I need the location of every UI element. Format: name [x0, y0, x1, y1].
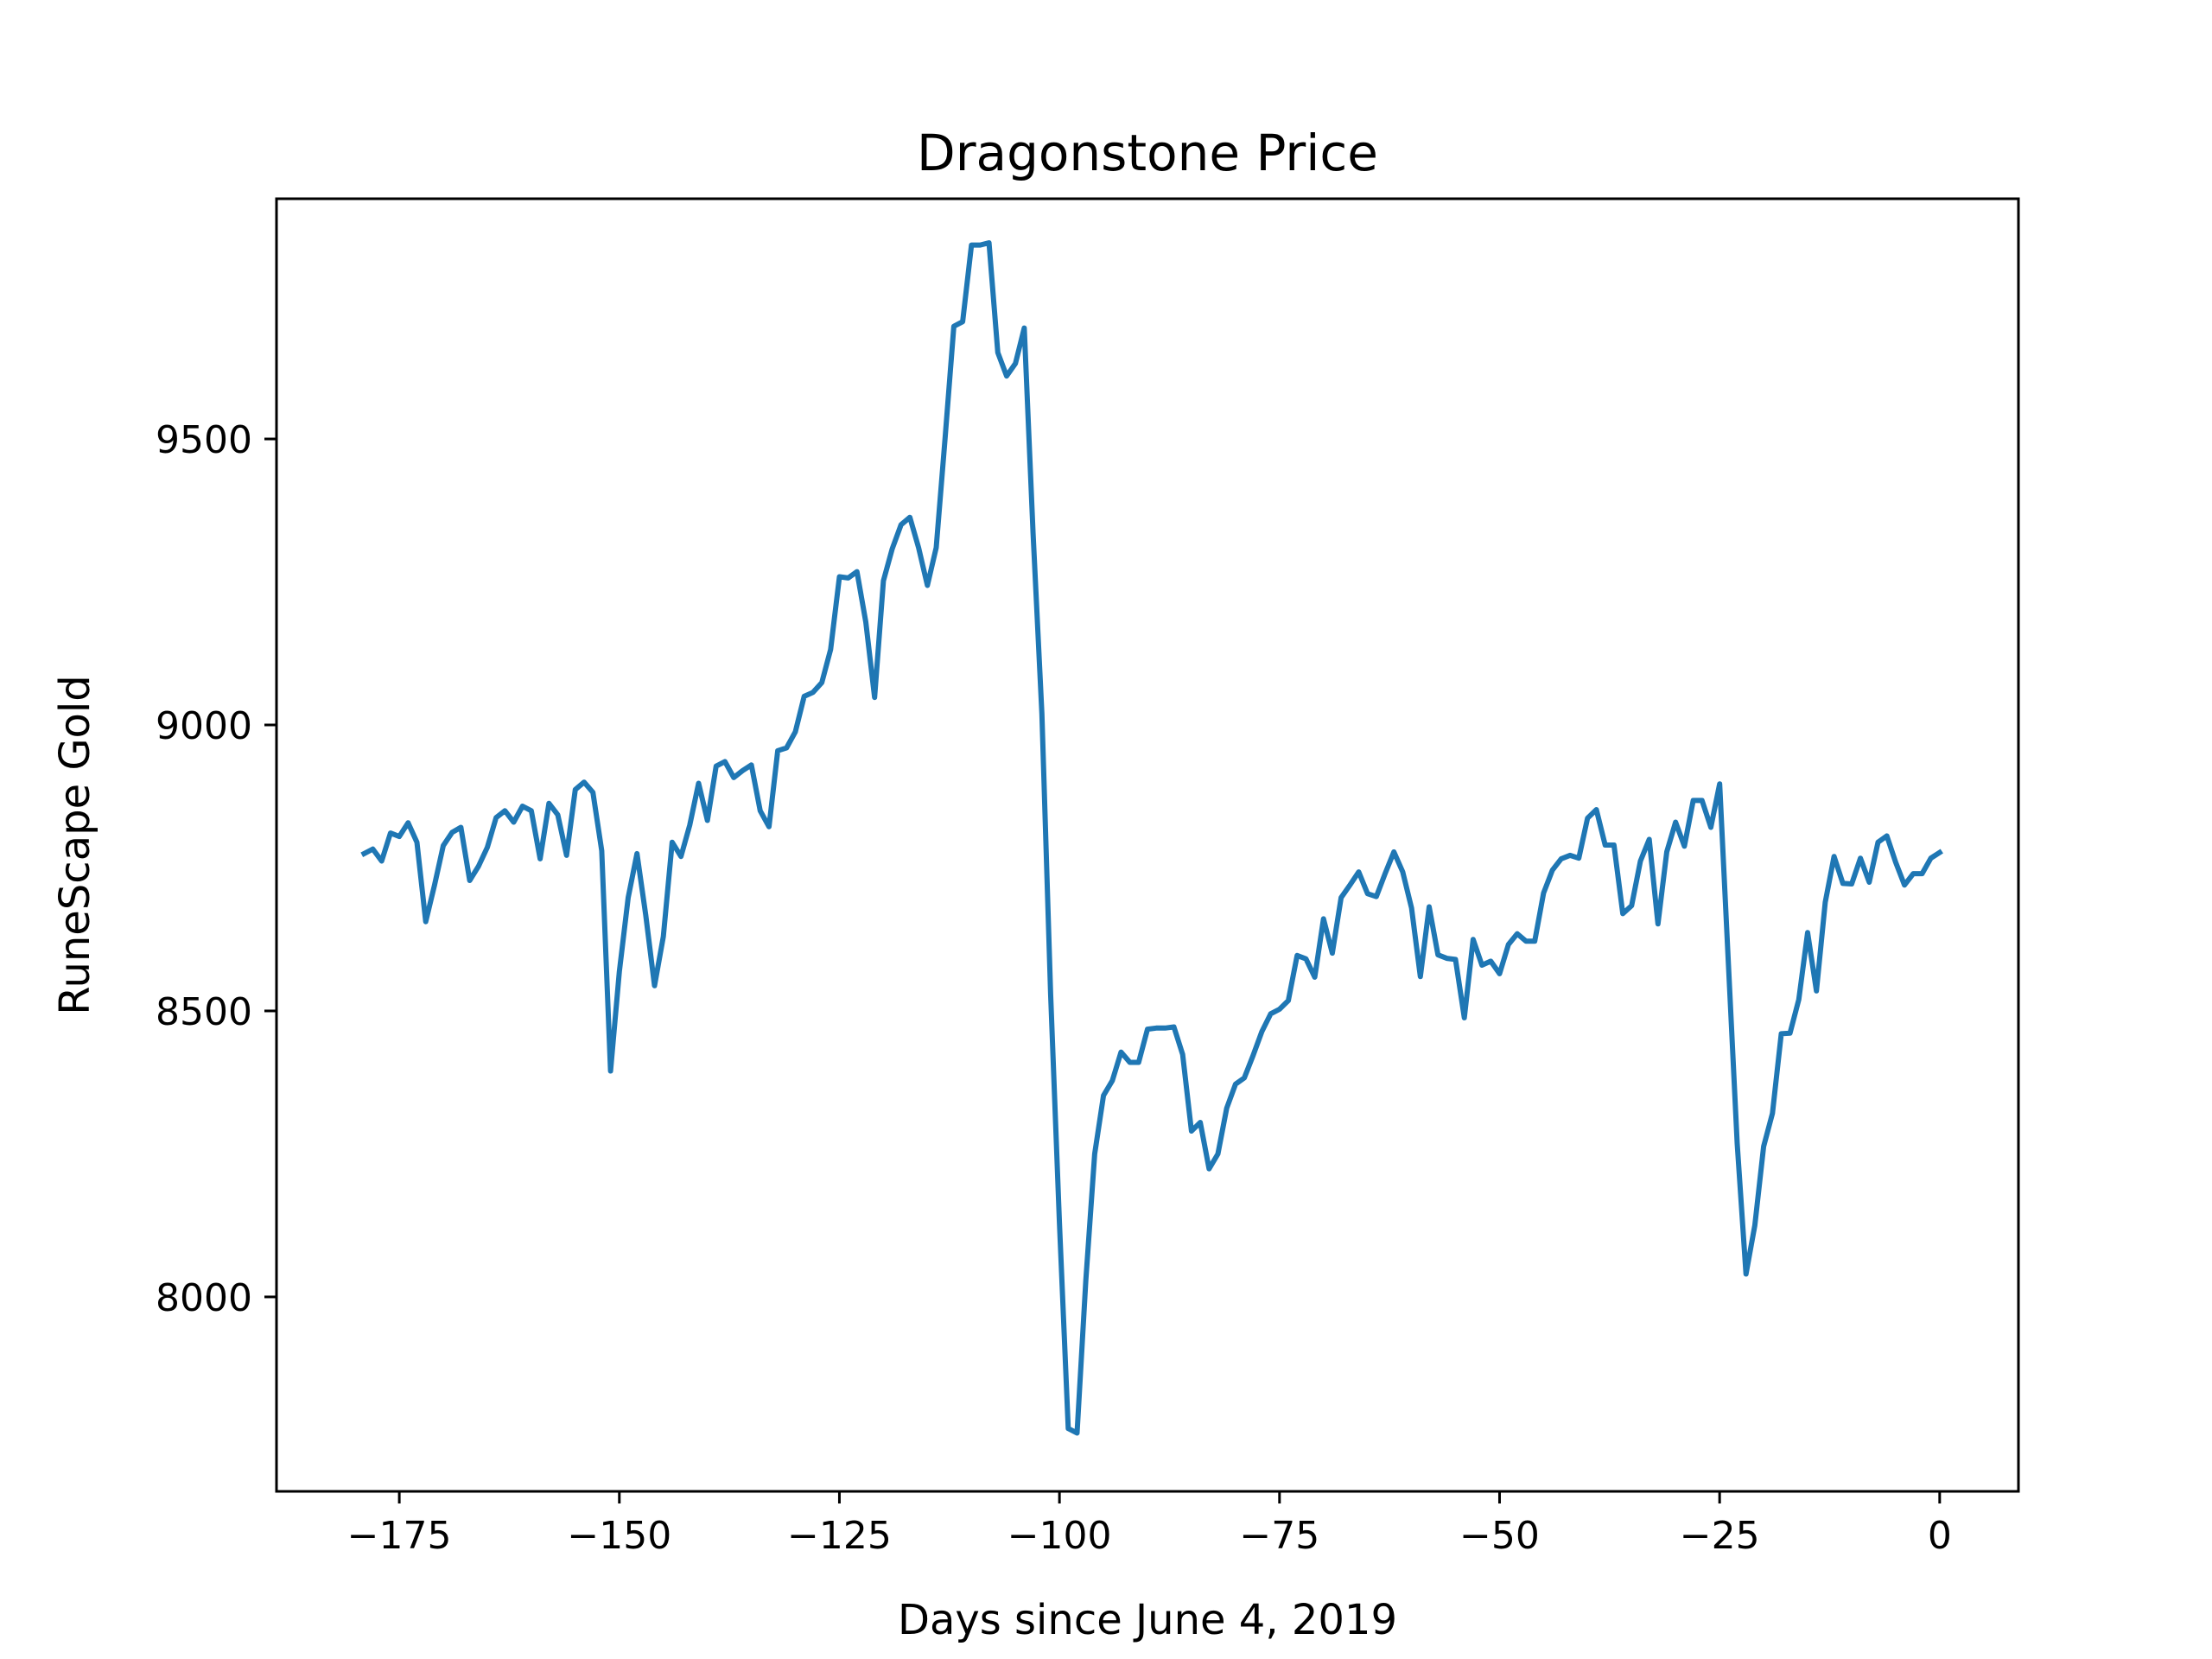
plot-frame: [275, 197, 2020, 1493]
y-axis-label: RuneScape Gold: [51, 675, 99, 1014]
plot-area: [360, 240, 1943, 1436]
chart-title: Dragonstone Price: [917, 124, 1378, 182]
price-series-line: [360, 240, 1943, 1436]
x-tick-label: −150: [567, 1514, 671, 1558]
x-tick-label: −75: [1239, 1514, 1319, 1558]
x-tick-label: 0: [1928, 1514, 1952, 1558]
y-tick-label: 8000: [156, 1276, 252, 1320]
x-tick-label: −100: [1007, 1514, 1112, 1558]
x-tick-label: −25: [1680, 1514, 1760, 1558]
x-tick-label: −50: [1459, 1514, 1540, 1558]
x-tick-label: −125: [787, 1514, 892, 1558]
y-tick-label: 9000: [156, 704, 252, 748]
x-axis-label: Days since June 4, 2019: [898, 1596, 1397, 1644]
x-axis: −175 −150 −125 −100 −75 −50 −25 0: [347, 1491, 1952, 1558]
x-tick-label: −175: [347, 1514, 452, 1558]
y-tick-label: 9500: [156, 418, 252, 462]
y-tick-label: 8500: [156, 990, 252, 1034]
y-axis: 8000 8500 9000 9500: [156, 418, 276, 1320]
